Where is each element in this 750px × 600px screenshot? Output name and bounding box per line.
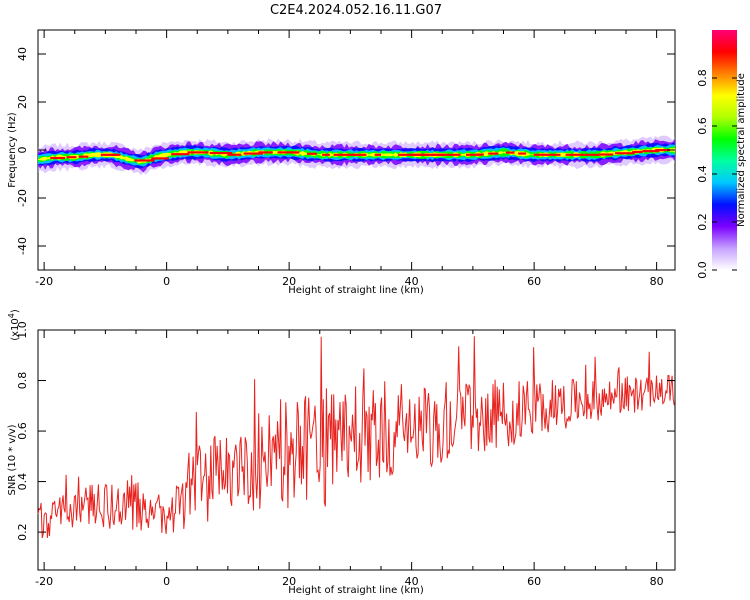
colorbar-tick-label: 0.2 xyxy=(696,213,709,231)
spectrogram-peak xyxy=(50,156,65,160)
colorbar-tick-label: 0.6 xyxy=(696,117,709,135)
spectrogram-x-tick-label: 60 xyxy=(527,275,541,288)
spectrogram-peak xyxy=(111,153,118,156)
spectrogram-peak xyxy=(151,157,170,160)
spectrogram-peak xyxy=(476,153,484,156)
spectrogram-peak xyxy=(579,153,600,156)
spectrogram-y-tick-label: 20 xyxy=(16,95,29,109)
colorbar-scale xyxy=(712,30,737,270)
spectrogram-peak xyxy=(277,151,300,154)
snr-y-tick-label: 0.4 xyxy=(16,473,29,491)
colorbar-tick-label: 0.0 xyxy=(696,261,709,279)
spectrogram-x-tick-label: 40 xyxy=(405,275,419,288)
spectrogram-peak xyxy=(322,153,330,156)
colorbar-tick-label: 0.8 xyxy=(696,69,709,87)
spectrogram-peak xyxy=(78,155,89,158)
spectrogram-x-tick-label: 20 xyxy=(282,275,296,288)
spectrogram-peak xyxy=(134,159,155,162)
spectrogram-peak xyxy=(209,151,233,155)
spectrogram-x-tick-label: 0 xyxy=(163,275,170,288)
colorbar-ticks: 0.0 0.2 0.4 0.6 0.8 xyxy=(696,69,737,279)
spectrogram-peak xyxy=(655,149,670,152)
snr-y-tick-label: 0.6 xyxy=(16,422,29,440)
snr-y-multiplier: (x104) xyxy=(7,309,21,341)
snr-line xyxy=(37,336,675,539)
spectrogram-peak xyxy=(307,152,317,155)
spectrogram-peak xyxy=(66,156,77,159)
snr-x-tick-label: 20 xyxy=(282,575,296,588)
snr-y-tick-label: 0.2 xyxy=(16,523,29,541)
spectrogram-peak xyxy=(565,153,580,156)
snr-x-tick-label: 40 xyxy=(405,575,419,588)
spectrogram-peak xyxy=(374,153,382,156)
spectrogram-peak xyxy=(465,153,481,156)
snr-x-tick-label: 80 xyxy=(650,575,664,588)
snr-y-multiplier-prefix: (x10 xyxy=(10,318,21,341)
spectrogram-ticks: -20 0 20 40 60 80 -40 -20 0 20 40 xyxy=(16,30,675,288)
snr-series xyxy=(37,336,675,539)
spectrogram-y-tick-label: 40 xyxy=(16,47,29,61)
colorbar-title: Normalized spectral amplitude xyxy=(736,73,747,227)
figure-title: C2E4.2024.052.16.11.G07 xyxy=(270,3,442,18)
spectrogram-peak xyxy=(431,153,443,156)
spectrogram-y-tick-label: 0 xyxy=(16,147,29,154)
spectrogram-peak xyxy=(187,151,209,154)
spectrogram-peak xyxy=(632,150,643,153)
spectrogram-peak xyxy=(488,152,499,155)
spectrogram-peak xyxy=(518,152,527,155)
spectrogram-peak xyxy=(615,152,635,155)
spectrogram-peak xyxy=(333,153,356,156)
colorbar: 0.0 0.2 0.4 0.6 0.8 Normalized spectral ampl… xyxy=(696,30,747,279)
snr-y-tick-label: 0.8 xyxy=(16,372,29,390)
spectrogram-peak xyxy=(533,153,546,156)
spectrogram-peak xyxy=(171,153,190,156)
spectrogram-y-tick-label: -40 xyxy=(16,237,29,255)
spectrogram-peak xyxy=(352,153,367,156)
snr-x-tick-label: 0 xyxy=(163,575,170,588)
spectrogram-x-tick-label: -20 xyxy=(35,275,53,288)
spectrogram-peak xyxy=(599,153,614,156)
snr-panel: -20 0 20 40 60 80 0.2 0.4 0.6 0.8 1.0 SNR (10 * v/… xyxy=(7,309,676,596)
spectrogram-peak xyxy=(227,153,242,156)
snr-y-multiplier-suffix: ) xyxy=(10,309,21,313)
spectrogram-peak xyxy=(100,153,121,156)
spectrogram-heatmap xyxy=(38,135,675,176)
spectrogram-peak xyxy=(442,153,461,156)
spectrogram-peak xyxy=(409,153,430,156)
spectrogram-peak xyxy=(505,151,515,154)
snr-x-axis-title: Height of straight line (km) xyxy=(288,585,424,596)
snr-y-tick-label: 1.0 xyxy=(16,321,29,339)
snr-x-tick-label: -20 xyxy=(35,575,53,588)
spectrogram-y-tick-label: -20 xyxy=(16,189,29,207)
spectrogram-x-tick-label: 80 xyxy=(650,275,664,288)
spectrogram-peak xyxy=(545,153,561,156)
spectrogram-peak xyxy=(258,151,273,154)
spectrogram-peak xyxy=(642,150,660,153)
snr-x-tick-label: 60 xyxy=(527,575,541,588)
spectrogram-peak xyxy=(291,151,298,154)
spectrogram-peak xyxy=(243,152,263,155)
spectrogram-y-axis-title: Frequency (Hz) xyxy=(7,112,18,188)
snr-y-axis-title: SNR (10 * v/v) xyxy=(7,424,18,495)
snr-ticks: -20 0 20 40 60 80 0.2 0.4 0.6 0.8 1.0 xyxy=(16,321,675,588)
snr-y-multiplier-exponent: 4 xyxy=(7,313,16,318)
spectrogram-panel: -20 0 20 40 60 80 -40 -20 0 20 40 Frequency (Hz) H… xyxy=(7,29,676,296)
spectrogram-x-axis-title: Height of straight line (km) xyxy=(288,285,424,296)
colorbar-tick-label: 0.4 xyxy=(696,165,709,183)
